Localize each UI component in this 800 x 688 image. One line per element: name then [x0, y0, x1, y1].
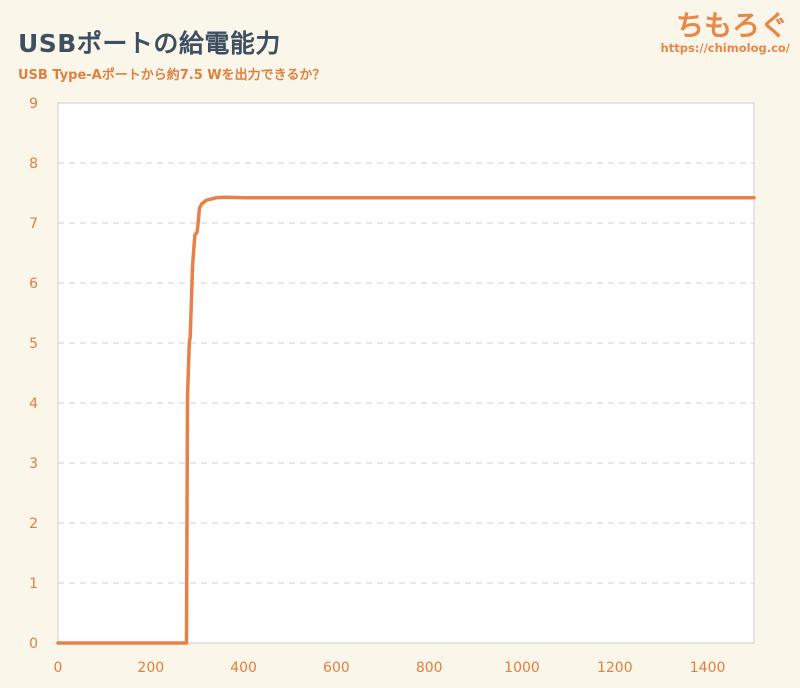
y-tick-label: 1: [29, 576, 38, 592]
y-tick-label: 2: [29, 516, 38, 532]
y-axis-ticks: 0 1 2 3 4 5 6 7 8 9: [29, 96, 38, 652]
y-tick-label: 5: [29, 336, 38, 352]
chart-subtitle: USB Type-Aポートから約7.5 Wを出力できるか？: [18, 68, 326, 83]
x-tick-label: 0: [54, 660, 63, 676]
site-url: https://chimolog.co/: [660, 41, 790, 55]
site-logo: ちもろぐ: [675, 9, 788, 42]
x-tick-label: 400: [230, 660, 257, 676]
plot-area: [57, 102, 755, 644]
y-tick-label: 8: [29, 156, 38, 172]
series-layer: [56, 195, 756, 645]
y-tick-label: 6: [29, 276, 38, 292]
x-tick-label: 800: [416, 660, 443, 676]
x-axis-ticks: 0 200 400 600 800 1000 1200 1400: [54, 660, 726, 676]
x-tick-label: 1400: [690, 660, 726, 676]
x-tick-label: 200: [137, 660, 164, 676]
grid-lines: [58, 162, 754, 584]
y-tick-label: 3: [29, 456, 38, 472]
y-tick-label: 9: [29, 96, 38, 112]
series-line-0: [56, 195, 756, 645]
y-tick-label: 7: [29, 216, 38, 232]
x-tick-label: 600: [323, 660, 350, 676]
chart-title: USBポートの給電能力: [18, 29, 281, 58]
x-tick-label: 1200: [597, 660, 633, 676]
y-tick-label: 4: [29, 396, 38, 412]
x-tick-label: 1000: [504, 660, 540, 676]
y-tick-label: 0: [29, 636, 38, 652]
